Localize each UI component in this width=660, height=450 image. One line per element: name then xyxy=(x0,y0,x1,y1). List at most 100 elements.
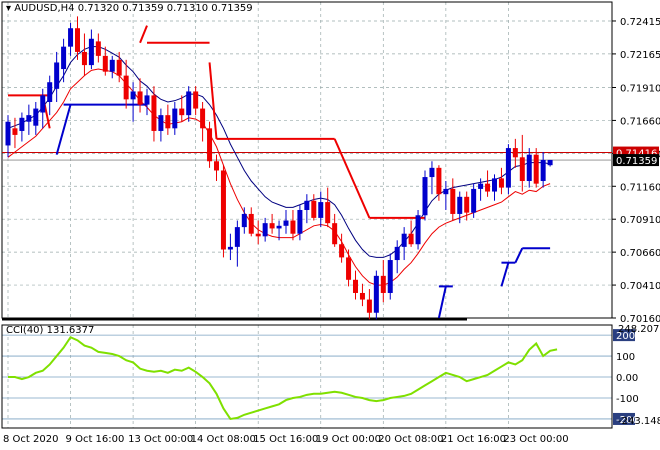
candle-body xyxy=(359,292,365,300)
candle-body xyxy=(485,183,491,192)
candle-body xyxy=(151,95,157,131)
ohlc-label: 0.71320 0.71359 0.71310 0.71359 xyxy=(77,3,253,14)
candle-body xyxy=(241,213,247,228)
candle-body xyxy=(165,115,171,129)
candle-body xyxy=(464,196,470,213)
axis-labels: 0.724150.721650.719100.716600.714100.711… xyxy=(3,17,660,445)
price-tick-label: 0.71160 xyxy=(620,182,660,193)
stop-red-diag xyxy=(333,138,371,219)
candle-body xyxy=(116,59,122,76)
candle-body xyxy=(269,223,275,229)
candle-body xyxy=(311,200,317,218)
candle-body xyxy=(415,215,421,245)
time-tick-label: 15 Oct 16:00 xyxy=(253,434,318,445)
indicators xyxy=(2,25,612,421)
cci-min-label: -243.1488 xyxy=(618,416,660,427)
candle-body xyxy=(304,200,310,210)
candle-body xyxy=(380,275,386,293)
candle-body xyxy=(276,225,282,229)
time-tick-label: 13 Oct 00:00 xyxy=(128,434,193,445)
candle-body xyxy=(227,246,233,250)
candle-body xyxy=(200,108,206,129)
candle-body xyxy=(68,28,74,47)
candle-body xyxy=(137,91,143,105)
cci-tick-label: 0.00 xyxy=(616,373,638,384)
candle-body xyxy=(207,128,213,162)
candle-body xyxy=(387,260,393,293)
candle-body xyxy=(429,167,435,178)
candle-body xyxy=(109,59,115,72)
candle-body xyxy=(498,178,504,188)
candle-body xyxy=(505,148,511,188)
symbol-label: AUDUSD,H4 xyxy=(14,3,75,14)
price-marker-bg xyxy=(613,154,659,167)
cci-header: CCI(40) 131.6377 xyxy=(6,325,94,336)
candle-body xyxy=(394,246,400,261)
price-marker-label: 0.71416 xyxy=(616,149,657,160)
candle-body xyxy=(158,115,164,131)
stop-red-rise xyxy=(139,25,148,44)
candle-body xyxy=(54,62,60,89)
cci-label: CCI(40) 131.6377 xyxy=(6,325,95,336)
candle-body xyxy=(478,183,484,189)
cci-tick-label: -200 xyxy=(616,415,639,426)
candle-body xyxy=(255,233,261,237)
price-tick-label: 0.71910 xyxy=(620,83,660,94)
cci-tick-label: 200 xyxy=(616,331,635,342)
time-tick-label: 8 Oct 2020 xyxy=(3,434,58,445)
candle-body xyxy=(443,188,449,195)
candle-body xyxy=(220,170,226,250)
ma-lower-line xyxy=(7,68,551,286)
candle-body xyxy=(81,51,87,66)
cci-tick-label: -100 xyxy=(616,394,639,405)
candle-body xyxy=(339,244,345,258)
time-tick-label: 9 Oct 16:00 xyxy=(66,434,125,445)
candle-body xyxy=(193,91,199,109)
candle-body xyxy=(186,91,192,116)
candle-body xyxy=(366,299,372,313)
cci-max-label: 248.2072 xyxy=(618,324,660,335)
candle-body xyxy=(422,177,428,216)
candle-body xyxy=(519,157,525,182)
candle-body xyxy=(450,188,456,214)
cci-tick-label: 100 xyxy=(616,352,635,363)
candles xyxy=(5,16,553,320)
candle-body xyxy=(26,115,32,122)
cci-level-marker xyxy=(613,329,635,342)
candle-body xyxy=(123,75,129,100)
candle-body xyxy=(533,154,539,184)
candle-body xyxy=(179,108,185,116)
time-tick-label: 14 Oct 08:00 xyxy=(191,434,256,445)
candle-body xyxy=(325,202,331,224)
candle-body xyxy=(436,167,442,195)
stop-blue-rise4 xyxy=(514,247,524,264)
candle-body xyxy=(75,28,80,52)
chart-header: ▾ AUDUSD,H4 0.71320 0.71359 0.71310 0.71… xyxy=(6,3,253,14)
candle-body xyxy=(262,223,268,237)
stop-blue-rise xyxy=(55,104,72,155)
cci-panel-frame xyxy=(1,324,613,429)
candle-body xyxy=(547,159,553,166)
candle-body xyxy=(248,213,254,234)
candle-body xyxy=(19,117,25,131)
candle-body xyxy=(526,154,532,182)
candle-body xyxy=(373,275,379,313)
price-tick-label: 0.71660 xyxy=(620,116,660,127)
candle-body xyxy=(290,220,296,234)
candle-body xyxy=(95,41,101,56)
candle-body xyxy=(172,108,178,129)
candle-body xyxy=(214,161,219,171)
candle-body xyxy=(297,209,303,234)
time-tick-label: 23 Oct 00:00 xyxy=(503,434,568,445)
candle-body xyxy=(512,148,518,158)
stop-blue-rise2 xyxy=(437,286,447,319)
price-tick-label: 0.70410 xyxy=(620,281,660,292)
candle-body xyxy=(401,233,407,247)
price-tick-label: 0.70160 xyxy=(620,314,660,325)
time-tick-label: 21 Oct 16:00 xyxy=(441,434,506,445)
collapse-triangle-icon[interactable]: ▾ xyxy=(6,3,12,14)
candle-body xyxy=(234,227,240,247)
candle-body xyxy=(61,46,67,70)
cci-level-marker xyxy=(613,412,635,425)
